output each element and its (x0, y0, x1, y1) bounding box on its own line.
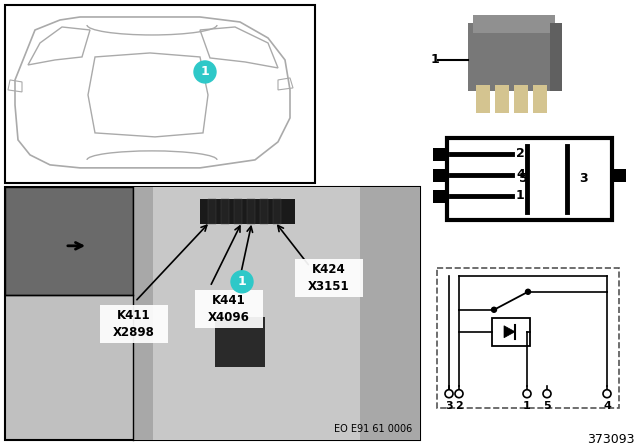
Circle shape (445, 390, 453, 398)
Bar (100, 305, 168, 343)
Circle shape (523, 390, 531, 398)
Circle shape (194, 61, 216, 83)
Bar (473, 15, 555, 33)
Circle shape (543, 390, 551, 398)
Bar (247, 199, 255, 224)
Text: 2: 2 (516, 147, 525, 160)
Circle shape (455, 390, 463, 398)
Bar (221, 199, 229, 224)
Text: 1: 1 (523, 401, 531, 411)
Text: 2: 2 (455, 401, 463, 411)
Bar (533, 85, 547, 113)
Bar (447, 138, 612, 220)
Text: 3: 3 (579, 172, 588, 185)
Bar (215, 317, 265, 367)
Text: K411
X2898: K411 X2898 (113, 309, 155, 339)
Bar (273, 199, 281, 224)
Bar (200, 199, 295, 224)
Bar (5, 5, 315, 183)
Bar (295, 259, 363, 297)
Text: 1: 1 (431, 53, 440, 66)
Bar (234, 199, 242, 224)
Polygon shape (504, 326, 515, 338)
Text: 373093: 373093 (588, 433, 635, 446)
Bar (153, 187, 360, 439)
Bar (476, 85, 490, 113)
Bar (433, 148, 447, 161)
Text: 1: 1 (516, 190, 525, 202)
Text: 1: 1 (237, 275, 246, 288)
Bar (495, 85, 509, 113)
Circle shape (603, 390, 611, 398)
Bar (195, 290, 263, 328)
Text: 3: 3 (445, 401, 453, 411)
Bar (437, 268, 619, 408)
Bar (550, 23, 562, 91)
Text: K441
X4096: K441 X4096 (208, 294, 250, 324)
Bar (514, 85, 528, 113)
Bar (492, 318, 530, 346)
Bar (433, 169, 447, 182)
Bar (5, 187, 420, 439)
Text: K424
X3151: K424 X3151 (308, 263, 350, 293)
Bar (468, 23, 550, 91)
Bar (260, 199, 268, 224)
Text: 5: 5 (518, 172, 527, 185)
Circle shape (525, 289, 531, 294)
Text: EO E91 61 0006: EO E91 61 0006 (333, 424, 412, 434)
Bar (208, 199, 216, 224)
Circle shape (492, 307, 497, 312)
Text: 1: 1 (200, 65, 209, 78)
Text: 4: 4 (516, 168, 525, 181)
Text: 5: 5 (543, 401, 551, 411)
Bar (5, 187, 133, 295)
Circle shape (231, 271, 253, 293)
Bar (433, 190, 447, 203)
Text: 4: 4 (603, 401, 611, 411)
Bar (133, 187, 420, 439)
Bar (612, 169, 626, 182)
